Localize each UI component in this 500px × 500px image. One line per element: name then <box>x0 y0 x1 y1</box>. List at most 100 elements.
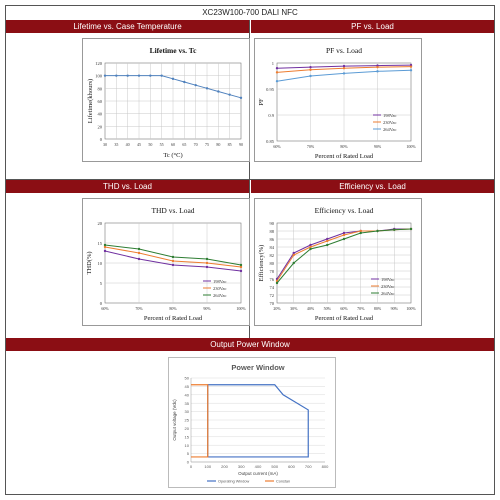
efficiency-section-header: Efficiency vs. Load <box>251 180 494 193</box>
efficiency-y-tick-label: 72 <box>270 293 275 298</box>
efficiency-x-tick-label: 30% <box>290 306 298 311</box>
efficiency-x-tick-label: 70% <box>357 306 365 311</box>
power_window-x-tick-label: 200 <box>221 464 228 469</box>
thd-data-point <box>171 255 175 259</box>
thd-y-tick-label: 0 <box>100 301 103 306</box>
lifetime-section-header: Lifetime vs. Case Temperature <box>6 20 249 33</box>
power_window-series-line-1 <box>207 384 309 458</box>
pf-data-point <box>309 68 312 71</box>
lifetime-x-tick-label: 85 <box>228 142 232 147</box>
pf-data-point <box>342 64 346 68</box>
lifetime-x-tick-label: 60 <box>171 142 175 147</box>
efficiency-y-tick-label: 90 <box>270 221 275 226</box>
efficiency-x-tick-label: 50% <box>324 306 332 311</box>
lifetime-data-point <box>126 74 129 77</box>
pf-y-tick-label: 1 <box>272 61 274 66</box>
pf-y-tick-label: 0.9 <box>268 113 274 118</box>
lifetime-title: Lifetime vs. Tc <box>150 46 198 55</box>
thd-x-tick-label: 80% <box>169 306 177 311</box>
pf-legend-label-2: 230Vac <box>383 120 397 125</box>
lifetime-x-tick-label: 80 <box>216 142 220 147</box>
thd-data-point <box>103 243 107 247</box>
pf-data-point <box>376 65 379 69</box>
thd-x-tick-label: 90% <box>203 306 211 311</box>
power_window-y-tick-label: 0 <box>187 460 190 465</box>
power_window-title: Power Window <box>231 363 284 372</box>
efficiency-data-point <box>342 237 346 241</box>
pf-x-tick-label: 60% <box>273 144 281 149</box>
lifetime-y-tick-label: 60 <box>98 99 103 104</box>
efficiency-y-axis-label: Efficiency(%) <box>258 245 265 282</box>
efficiency-data-point <box>359 231 362 235</box>
lifetime-chart: Lifetime vs. Tc 0 20 40 60 80 100 120 30 35 40 45 50… <box>87 46 243 159</box>
thd-y-axis-label: THD(%) <box>86 251 93 274</box>
efficiency-data-point <box>292 261 295 265</box>
efficiency-data-point <box>393 228 396 231</box>
lifetime-x-tick-label: 65 <box>182 142 186 147</box>
efficiency-x-tick-label: 40% <box>307 306 315 311</box>
pf-data-point <box>376 70 379 73</box>
pf-data-point <box>342 72 346 75</box>
thd-data-point <box>205 257 209 261</box>
efficiency-data-point <box>359 229 362 233</box>
thd-y-tick-label: 20 <box>98 221 103 226</box>
pf-data-point <box>309 74 312 78</box>
lifetime-y-tick-label: 120 <box>95 61 103 66</box>
power_window-y-tick-label: 10 <box>185 443 190 448</box>
power_window-x-tick-label: 100 <box>204 464 211 469</box>
power_window-y-tick-label: 15 <box>185 434 190 439</box>
pf-x-tick-label: 90% <box>374 144 382 149</box>
power-window-section-header: Output Power Window <box>6 338 494 351</box>
lifetime-x-tick-label: 90 <box>239 142 243 147</box>
pf-y-tick-label: 0.95 <box>266 87 275 92</box>
thd-data-point <box>171 259 175 263</box>
efficiency-data-point <box>309 247 312 251</box>
lifetime-data-point <box>160 74 163 77</box>
pf-data-point <box>409 69 413 72</box>
power_window-x-tick-label: 300 <box>238 464 245 469</box>
lifetime-y-tick-label: 20 <box>98 124 103 129</box>
power_window-x-tick-label: 0 <box>190 464 193 469</box>
power_window-x-tick-label: 800 <box>322 464 329 469</box>
thd-data-point <box>239 263 243 267</box>
pf-legend-label-3: 264Vac <box>383 127 397 132</box>
efficiency-x-tick-label: 20% <box>273 306 281 311</box>
thd-legend-label-2: 230Vac <box>213 286 227 291</box>
efficiency-data-point <box>342 231 346 235</box>
pf-title: PF vs. Load <box>326 46 362 55</box>
pf-x-axis-label: Percent of Rated Load <box>315 153 374 160</box>
efficiency-data-point <box>326 237 329 241</box>
thd-legend-label-1: 198Vac <box>213 279 227 284</box>
lifetime-x-tick-label: 45 <box>137 142 141 147</box>
lifetime-data-point <box>103 74 107 77</box>
efficiency-title: Efficiency vs. Load <box>315 206 374 215</box>
lifetime-x-axis-label: Tc (°C) <box>163 152 182 159</box>
pf-data-point <box>275 67 279 70</box>
thd-data-point <box>137 257 141 261</box>
power_window-x-axis-label: Output current (mA) <box>238 471 278 476</box>
efficiency-legend-label-1: 198Vac <box>381 277 395 282</box>
pf-chart-panel: PF vs. Load 0.85 0.9 0.95 1 60% 70% 80% 90% 100% P… <box>254 38 422 162</box>
lifetime-data-point <box>239 96 243 100</box>
efficiency-data-point <box>292 253 295 257</box>
thd-data-point <box>205 265 209 269</box>
power_window-y-tick-label: 40 <box>185 392 190 397</box>
thd-data-point <box>239 269 243 273</box>
power_window-legend-label-1: Operating Window <box>218 480 249 484</box>
efficiency-y-tick-label: 82 <box>270 253 275 258</box>
lifetime-x-tick-label: 35 <box>114 142 118 147</box>
efficiency-y-tick-label: 76 <box>270 277 275 282</box>
thd-data-point <box>205 261 209 265</box>
efficiency-x-tick-label: 100% <box>406 306 416 311</box>
lifetime-y-tick-label: 40 <box>98 112 103 117</box>
thd-x-tick-label: 100% <box>236 306 246 311</box>
power_window-series-line-2 <box>191 384 209 458</box>
efficiency-legend-label-2: 230Vac <box>381 284 395 289</box>
pf-x-tick-label: 80% <box>340 144 348 149</box>
pf-y-tick-label: 0.85 <box>266 139 275 144</box>
efficiency-data-point <box>342 233 346 237</box>
lifetime-x-tick-label: 55 <box>160 142 164 147</box>
efficiency-data-point <box>326 243 329 247</box>
efficiency-data-point <box>292 251 295 255</box>
thd-y-tick-label: 5 <box>100 281 103 286</box>
